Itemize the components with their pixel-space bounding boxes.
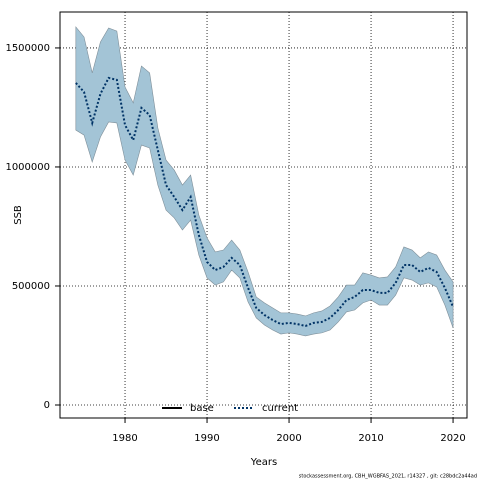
plot-frame bbox=[59, 11, 468, 419]
line bbox=[75, 76, 454, 328]
footer: stockassessment.org, CBH_WGBFAS_2021, r1… bbox=[299, 474, 477, 480]
y-tick-label: 500000 bbox=[12, 281, 50, 292]
x-tick-label: 1980 bbox=[112, 433, 137, 444]
y-tick-label: 1000000 bbox=[5, 162, 50, 173]
legend-label: base bbox=[190, 403, 214, 414]
x-tick-label: 2020 bbox=[440, 433, 465, 444]
x-axis-label: Years bbox=[250, 457, 277, 468]
confidence-band bbox=[75, 26, 454, 337]
x-tick-label: 1990 bbox=[194, 433, 219, 444]
y-tick-label: 1500000 bbox=[5, 43, 50, 54]
legend-label: current bbox=[262, 403, 298, 414]
x-tick-label: 2010 bbox=[358, 433, 383, 444]
y-axis-label: SSB bbox=[13, 205, 24, 225]
y-tick-label: 0 bbox=[44, 400, 50, 411]
x-tick-label: 2000 bbox=[276, 433, 301, 444]
